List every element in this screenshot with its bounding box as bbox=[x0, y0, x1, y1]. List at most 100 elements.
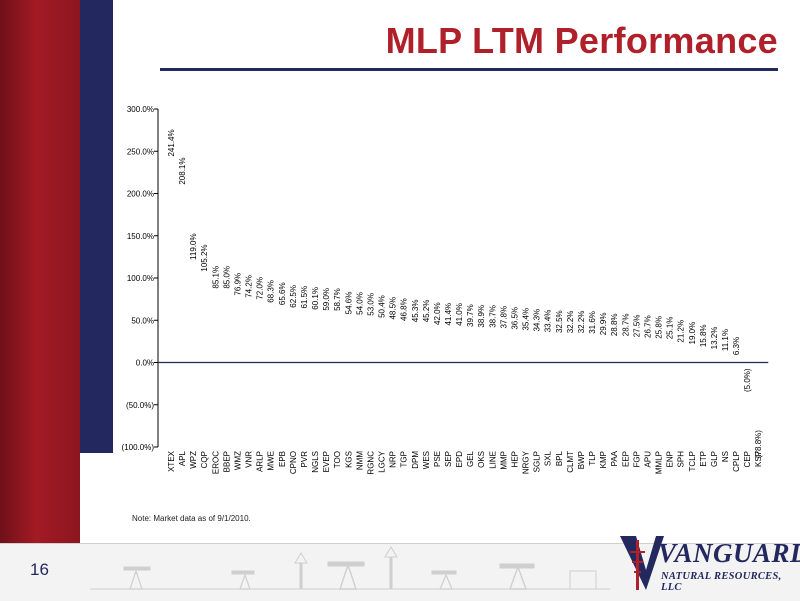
data-label: 33.4% bbox=[544, 310, 553, 333]
title-underline bbox=[160, 68, 778, 71]
category-label: CQP bbox=[200, 451, 209, 468]
data-label: 119.0% bbox=[189, 233, 198, 260]
category-label: BBEP bbox=[222, 451, 231, 472]
market-data-note: Note: Market data as of 9/1/2010. bbox=[132, 514, 251, 523]
left-red-band bbox=[0, 0, 80, 543]
category-label: NGLS bbox=[311, 451, 320, 473]
data-label: 68.3% bbox=[267, 280, 276, 303]
category-label: WPZ bbox=[189, 451, 198, 469]
category-label: XTEX bbox=[167, 450, 176, 472]
category-label: WMZ bbox=[233, 451, 242, 470]
data-label: 241.4% bbox=[167, 129, 176, 156]
category-label: GLP bbox=[710, 451, 719, 467]
logo-wordmark: VANGUARD bbox=[658, 538, 800, 568]
category-label: CEP bbox=[743, 451, 752, 467]
data-label: 36.5% bbox=[510, 307, 519, 330]
data-label: 28.8% bbox=[610, 313, 619, 336]
category-label: APU bbox=[643, 451, 652, 468]
data-label: 61.5% bbox=[300, 286, 309, 309]
data-label: 60.1% bbox=[311, 287, 320, 310]
data-label: 13.2% bbox=[710, 327, 719, 350]
category-label: NRP bbox=[389, 451, 398, 468]
data-label: 65.6% bbox=[278, 282, 287, 305]
oilfield-silhouette-image bbox=[90, 546, 610, 590]
category-label: KGS bbox=[344, 451, 353, 468]
data-label: 25.1% bbox=[666, 317, 675, 340]
data-label: 208.1% bbox=[178, 158, 187, 185]
category-label: SPH bbox=[677, 451, 686, 468]
data-label: 54.0% bbox=[355, 292, 364, 315]
data-label: 45.3% bbox=[411, 300, 420, 323]
data-label: 32.5% bbox=[555, 310, 564, 333]
category-label: FGP bbox=[632, 451, 641, 467]
category-label: PVR bbox=[300, 451, 309, 468]
data-label: 53.0% bbox=[366, 293, 375, 316]
data-label: 58.7% bbox=[333, 288, 342, 311]
data-label: (5.0%) bbox=[743, 368, 752, 392]
data-label: 85.1% bbox=[211, 266, 220, 289]
ltm-performance-chart: (100.0%) (50.0%) 0.0% 50.0% 100.0% 150.0% 200.… bbox=[122, 105, 769, 475]
data-label: 19.0% bbox=[688, 322, 697, 345]
page-number: 16 bbox=[30, 560, 49, 579]
category-label: PSE bbox=[433, 451, 442, 467]
category-label: ENP bbox=[666, 451, 675, 467]
category-label: MMP bbox=[499, 451, 508, 470]
data-label: 74.2% bbox=[245, 275, 254, 298]
slide-title: MLP LTM Performance bbox=[385, 20, 778, 61]
data-label: 34.3% bbox=[533, 309, 542, 332]
data-label: 41.4% bbox=[444, 303, 453, 326]
y-tick-label: 150.0% bbox=[127, 232, 154, 241]
data-label: 37.8% bbox=[499, 306, 508, 329]
data-label: 28.7% bbox=[621, 314, 630, 337]
data-label: 35.4% bbox=[522, 308, 531, 331]
y-tick-label: (50.0%) bbox=[126, 401, 154, 410]
category-label: PAA bbox=[610, 450, 619, 466]
data-label: 26.7% bbox=[643, 315, 652, 338]
category-label: LINE bbox=[488, 451, 497, 469]
category-label: EPD bbox=[455, 451, 464, 468]
data-label: 39.7% bbox=[466, 304, 475, 327]
data-label: 32.2% bbox=[577, 311, 586, 334]
data-label: 27.5% bbox=[632, 315, 641, 338]
category-label: KSP bbox=[754, 451, 763, 467]
vanguard-logo-icon bbox=[620, 536, 664, 590]
category-label: TOO bbox=[333, 451, 342, 468]
category-label: WES bbox=[422, 451, 431, 469]
y-tick-label: 0.0% bbox=[136, 359, 154, 368]
category-label: RGNC bbox=[366, 451, 375, 475]
y-tick-label: 100.0% bbox=[127, 274, 154, 283]
category-label: TLP bbox=[588, 451, 597, 466]
data-label: 11.1% bbox=[721, 329, 730, 351]
data-label: 42.0% bbox=[433, 302, 442, 325]
data-label: 6.3% bbox=[732, 337, 741, 355]
data-label: 45.2% bbox=[422, 300, 431, 323]
data-label: 41.0% bbox=[455, 303, 464, 326]
data-label: 29.9% bbox=[599, 313, 608, 336]
category-label: NS bbox=[721, 451, 730, 462]
category-label: EPB bbox=[278, 451, 287, 467]
category-label: SGLP bbox=[533, 451, 542, 472]
y-tick-label: 200.0% bbox=[127, 190, 154, 199]
data-label: 76.9% bbox=[233, 273, 242, 296]
data-label: 25.8% bbox=[655, 316, 664, 339]
left-navy-band bbox=[80, 0, 113, 453]
footer-band bbox=[0, 543, 800, 601]
y-tick-label: 300.0% bbox=[127, 105, 154, 114]
category-label: MWE bbox=[267, 451, 276, 471]
category-label: OKS bbox=[477, 451, 486, 468]
category-label: CLMT bbox=[566, 451, 575, 473]
y-tick-label: (100.0%) bbox=[122, 443, 155, 452]
category-label: SXL bbox=[544, 450, 553, 466]
data-label: 54.6% bbox=[344, 292, 353, 315]
category-label: KMP bbox=[599, 451, 608, 468]
data-label: 21.2% bbox=[677, 320, 686, 343]
category-label: EVEP bbox=[322, 451, 331, 472]
category-label: HEP bbox=[510, 451, 519, 467]
y-tick-label: 50.0% bbox=[131, 316, 154, 325]
data-label: 50.4% bbox=[378, 295, 387, 318]
data-label: 85.0% bbox=[222, 266, 231, 289]
data-label: 46.8% bbox=[400, 298, 409, 321]
category-label: MMLP bbox=[655, 451, 664, 474]
category-label: NRGY bbox=[522, 450, 531, 474]
data-label: 31.6% bbox=[588, 311, 597, 334]
